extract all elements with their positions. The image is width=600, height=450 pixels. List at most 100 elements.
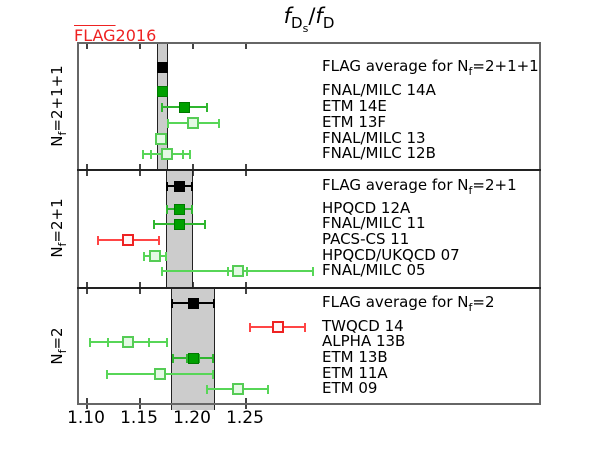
- data-point-marker: [122, 336, 135, 348]
- data-point-marker: [179, 101, 191, 113]
- axis-tick: [245, 398, 247, 403]
- axis-tick: [139, 171, 141, 176]
- axis-tick: [86, 164, 88, 169]
- entry-label: ETM 13F: [322, 113, 387, 131]
- data-point-marker: [156, 85, 168, 97]
- data-point-marker: [148, 250, 161, 262]
- entry-label: HPQCD/UKQCD 07: [322, 246, 460, 264]
- flag-logo-text: FLAG: [74, 26, 116, 45]
- group-label: Nf=2+1+1: [48, 65, 69, 147]
- entry-label: FNAL/MILC 12B: [322, 144, 436, 162]
- data-point-error-cap: [165, 338, 168, 347]
- data-point-error-cap: [212, 354, 215, 363]
- plot-area-frame: [77, 42, 541, 405]
- data-point-inner-error-cap: [107, 338, 110, 347]
- data-point-error-cap: [249, 323, 252, 332]
- data-point-error-cap: [311, 267, 314, 276]
- data-point-error-cap: [212, 370, 215, 379]
- flag-average-marker: [173, 180, 185, 192]
- panel-divider: [77, 169, 541, 171]
- axis-tick: [245, 289, 247, 294]
- data-point-error-cap: [164, 252, 167, 261]
- data-point-error-cap: [205, 385, 208, 394]
- entry-label: ETM 14E: [322, 97, 387, 115]
- data-point-marker: [122, 234, 135, 246]
- data-point-error-cap: [205, 103, 208, 112]
- entry-label: FNAL/MILC 13: [322, 129, 426, 147]
- entry-label: FNAL/MILC 14A: [322, 81, 436, 99]
- x-tick-label: 1.25: [226, 408, 264, 428]
- x-tick-label: 1.20: [173, 408, 211, 428]
- entry-label: ALPHA 13B: [322, 332, 406, 350]
- axis-tick: [86, 405, 88, 409]
- axis-tick: [139, 398, 141, 403]
- flag-average-marker: [156, 61, 168, 73]
- group-label: Nf=2: [48, 327, 69, 365]
- data-point-error-cap: [217, 119, 220, 128]
- axis-tick: [86, 171, 88, 176]
- average-label: FLAG average for Nf=2: [322, 293, 495, 314]
- data-point-error-cap: [191, 205, 194, 214]
- entry-label: PACS-CS 11: [322, 230, 410, 248]
- data-point-error-cap: [96, 236, 99, 245]
- data-point-error-cap: [106, 370, 109, 379]
- entry-label: ETM 13B: [322, 348, 388, 366]
- x-tick-label: 1.10: [67, 408, 105, 428]
- data-point-marker: [187, 117, 200, 129]
- axis-tick: [86, 282, 88, 287]
- axis-tick: [245, 164, 247, 169]
- chart-title: fDs/fD: [283, 4, 335, 36]
- data-point-marker: [154, 368, 167, 380]
- flag-logo-year: 2016: [115, 26, 157, 45]
- axis-tick: [192, 44, 194, 49]
- data-point-error-cap: [161, 267, 164, 276]
- data-point-error-cap: [142, 150, 145, 159]
- data-point-marker: [160, 148, 173, 160]
- data-point-error-cap: [89, 338, 92, 347]
- axis-tick: [139, 405, 141, 409]
- group-label: Nf=2+1: [48, 198, 69, 258]
- data-point-marker: [231, 383, 244, 395]
- data-point-inner-error-cap: [185, 354, 188, 363]
- axis-tick: [86, 289, 88, 294]
- data-point-error-cap: [267, 385, 270, 394]
- axis-tick: [245, 282, 247, 287]
- axis-tick: [86, 398, 88, 403]
- axis-tick: [139, 44, 141, 49]
- flag-average-error-cap: [191, 182, 194, 191]
- data-point-error-cap: [171, 354, 174, 363]
- data-point-inner-error-cap: [246, 267, 249, 276]
- axis-tick: [139, 289, 141, 294]
- panel-divider: [77, 287, 541, 289]
- data-point-error-cap: [304, 323, 307, 332]
- entry-label: HPQCD 12A: [322, 199, 411, 217]
- axis-tick: [245, 405, 247, 409]
- entry-label: FNAL/MILC 11: [322, 214, 426, 232]
- flag-average-error-cap: [170, 299, 173, 308]
- data-point-inner-error-cap: [149, 150, 152, 159]
- entry-label: ETM 11A: [322, 364, 388, 382]
- axis-tick: [245, 171, 247, 176]
- average-label: FLAG average for Nf=2+1+1: [322, 57, 539, 78]
- data-point-marker: [173, 203, 185, 215]
- data-point-error-cap: [166, 119, 169, 128]
- data-point-marker: [173, 218, 185, 230]
- axis-tick: [192, 164, 194, 169]
- data-point-marker: [155, 133, 168, 145]
- axis-tick: [139, 164, 141, 169]
- data-point-error-cap: [165, 205, 168, 214]
- data-point-error-cap: [188, 150, 191, 159]
- flag-average-marker: [187, 297, 199, 309]
- axis-tick: [86, 44, 88, 49]
- axis-tick: [139, 282, 141, 287]
- data-point-inner-error-cap: [198, 354, 201, 363]
- flag-watermark: FLAG2016: [74, 26, 156, 45]
- flag-average-error-cap: [165, 182, 168, 191]
- data-point-inner-error-cap: [147, 338, 150, 347]
- data-point-error-cap: [143, 252, 146, 261]
- entry-label: FNAL/MILC 05: [322, 261, 426, 279]
- data-point-error-cap: [152, 220, 155, 229]
- data-point-error-cap: [203, 220, 206, 229]
- average-label: FLAG average for Nf=2+1: [322, 176, 517, 197]
